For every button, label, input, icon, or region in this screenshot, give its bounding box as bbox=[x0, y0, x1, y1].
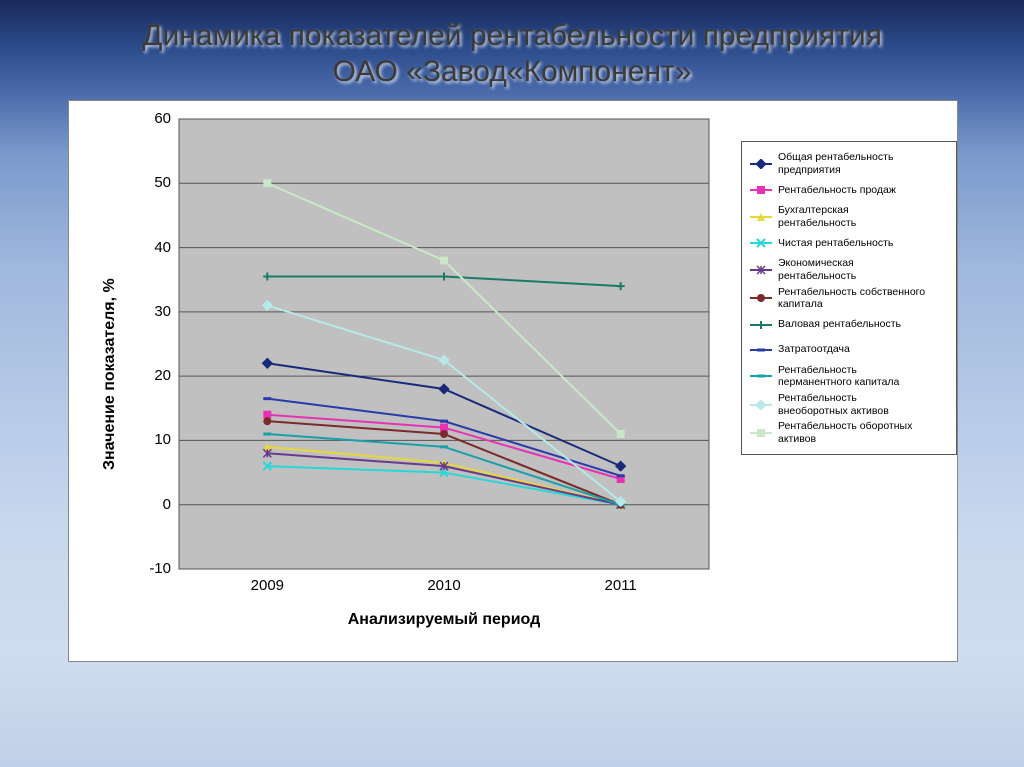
legend-swatch bbox=[750, 400, 772, 410]
legend-swatch bbox=[750, 238, 772, 248]
slide-title: Динамика показателей рентабельности пред… bbox=[0, 0, 1024, 98]
legend-item: Рентабельность перманентного капитала bbox=[750, 364, 948, 389]
legend-swatch bbox=[750, 293, 772, 303]
title-line-2: ОАО «Завод«Компонент» bbox=[333, 55, 692, 88]
slide: Динамика показателей рентабельности пред… bbox=[0, 0, 1024, 767]
y-tick-label: 10 bbox=[137, 431, 171, 448]
legend-item: Рентабельность внеоборотных активов bbox=[750, 392, 948, 417]
legend-item: Валовая рентабельность bbox=[750, 314, 948, 336]
legend-item: Затратоотдача bbox=[750, 339, 948, 361]
legend-label: Бухгалтерская рентабельность bbox=[778, 204, 928, 229]
y-tick-label: 20 bbox=[137, 367, 171, 384]
legend-label: Рентабельность внеоборотных активов bbox=[778, 392, 928, 417]
legend-swatch bbox=[750, 371, 772, 381]
legend-item: Чистая рентабельность bbox=[750, 232, 948, 254]
legend-label: Рентабельность перманентного капитала bbox=[778, 364, 928, 389]
legend-swatch bbox=[750, 320, 772, 330]
legend-item: Рентабельность продаж bbox=[750, 179, 948, 201]
y-tick-label: 0 bbox=[137, 496, 171, 513]
y-tick-label: 60 bbox=[137, 110, 171, 127]
legend-swatch bbox=[750, 345, 772, 355]
legend-label: Общая рентабельность предприятия bbox=[778, 151, 928, 176]
y-tick-label: 50 bbox=[137, 174, 171, 191]
legend-item: Рентабельность оборотных активов bbox=[750, 420, 948, 445]
legend-label: Рентабельность оборотных активов bbox=[778, 420, 928, 445]
legend-item: Рентабельность собственного капитала bbox=[750, 286, 948, 311]
legend-swatch bbox=[750, 212, 772, 222]
x-axis-title: Анализируемый период bbox=[179, 611, 709, 629]
legend-swatch bbox=[750, 159, 772, 169]
legend-swatch bbox=[750, 265, 772, 275]
legend-label: Рентабельность собственного капитала bbox=[778, 286, 928, 311]
title-line-1: Динамика показателей рентабельности пред… bbox=[142, 19, 882, 52]
legend-swatch bbox=[750, 185, 772, 195]
legend-label: Рентабельность продаж bbox=[778, 184, 896, 197]
x-tick-label: 2010 bbox=[414, 577, 474, 594]
chart-container: -10 0 10 20 30 40 50 60 2009 2010 2011 Значение по… bbox=[68, 100, 958, 662]
legend-label: Экономическая рентабельность bbox=[778, 257, 928, 282]
y-axis-title: Значение показателя, % bbox=[101, 278, 119, 470]
y-tick-label: 30 bbox=[137, 303, 171, 320]
y-tick-label: 40 bbox=[137, 239, 171, 256]
legend-item: Экономическая рентабельность bbox=[750, 257, 948, 282]
legend-swatch bbox=[750, 428, 772, 438]
legend-label: Затратоотдача bbox=[778, 343, 850, 356]
legend-label: Валовая рентабельность bbox=[778, 318, 901, 331]
legend-item: Бухгалтерская рентабельность bbox=[750, 204, 948, 229]
legend-label: Чистая рентабельность bbox=[778, 237, 893, 250]
y-tick-label: -10 bbox=[137, 560, 171, 577]
x-tick-label: 2009 bbox=[237, 577, 297, 594]
legend-item: Общая рентабельность предприятия bbox=[750, 151, 948, 176]
x-tick-label: 2011 bbox=[591, 577, 651, 594]
legend: Общая рентабельность предприятия Рентабел… bbox=[741, 141, 957, 455]
